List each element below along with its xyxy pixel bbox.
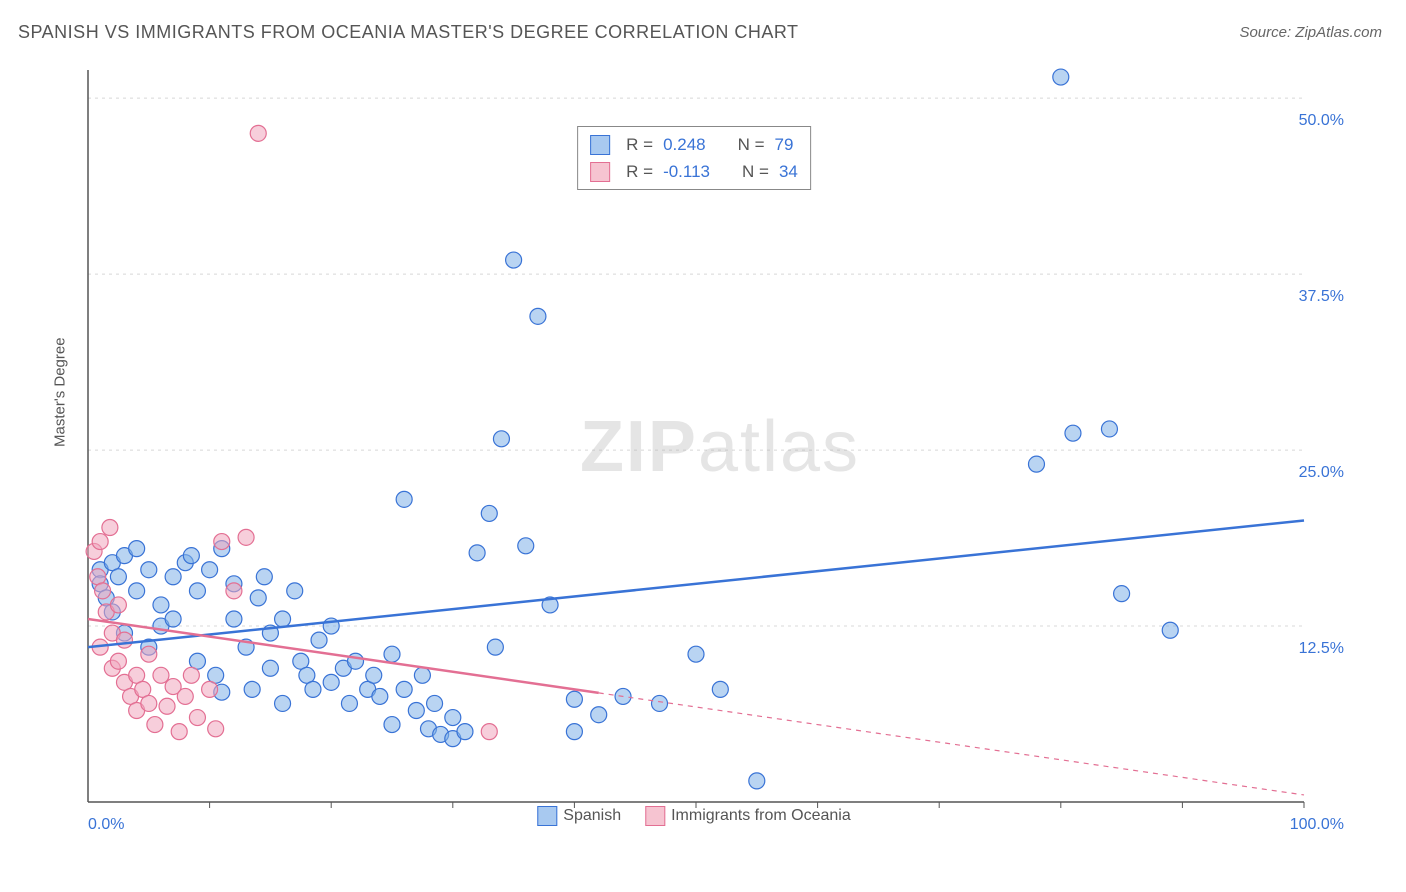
legend-swatch <box>537 806 557 826</box>
stats-legend-row: R = -0.113 N = 34 <box>590 158 798 185</box>
y-tick-label: 12.5% <box>1299 640 1344 658</box>
y-tick-label: 25.0% <box>1299 464 1344 482</box>
legend-swatch <box>590 135 610 155</box>
r-label: R = <box>626 131 653 158</box>
source-label: Source: ZipAtlas.com <box>1239 24 1382 41</box>
r-label: R = <box>626 158 653 185</box>
legend-label: Immigrants from Oceania <box>671 807 851 824</box>
legend-label: Spanish <box>563 807 621 824</box>
n-value: 79 <box>775 131 794 158</box>
y-tick-label: 50.0% <box>1299 112 1344 130</box>
legend-swatch <box>590 162 610 182</box>
y-tick-label: 37.5% <box>1299 288 1344 306</box>
n-label: N = <box>738 131 765 158</box>
legend-item: Spanish <box>537 806 621 826</box>
n-label: N = <box>742 158 769 185</box>
stats-legend-row: R = 0.248 N = 79 <box>590 131 798 158</box>
series-legend: Spanish Immigrants from Oceania <box>537 806 850 826</box>
n-value: 34 <box>779 158 798 185</box>
legend-item: Immigrants from Oceania <box>645 806 851 826</box>
plot-area: Master's Degree ZIPatlas R =0.248N =79R … <box>44 62 1344 832</box>
x-tick-max: 100.0% <box>1290 816 1344 834</box>
r-value: -0.113 <box>663 158 710 185</box>
legend-swatch <box>645 806 665 826</box>
stats-legend: R =0.248N =79R =-0.113N =34 <box>577 126 811 190</box>
r-value: 0.248 <box>663 131 706 158</box>
chart-title: SPANISH VS IMMIGRANTS FROM OCEANIA MASTE… <box>18 22 799 43</box>
x-tick-min: 0.0% <box>88 816 124 834</box>
